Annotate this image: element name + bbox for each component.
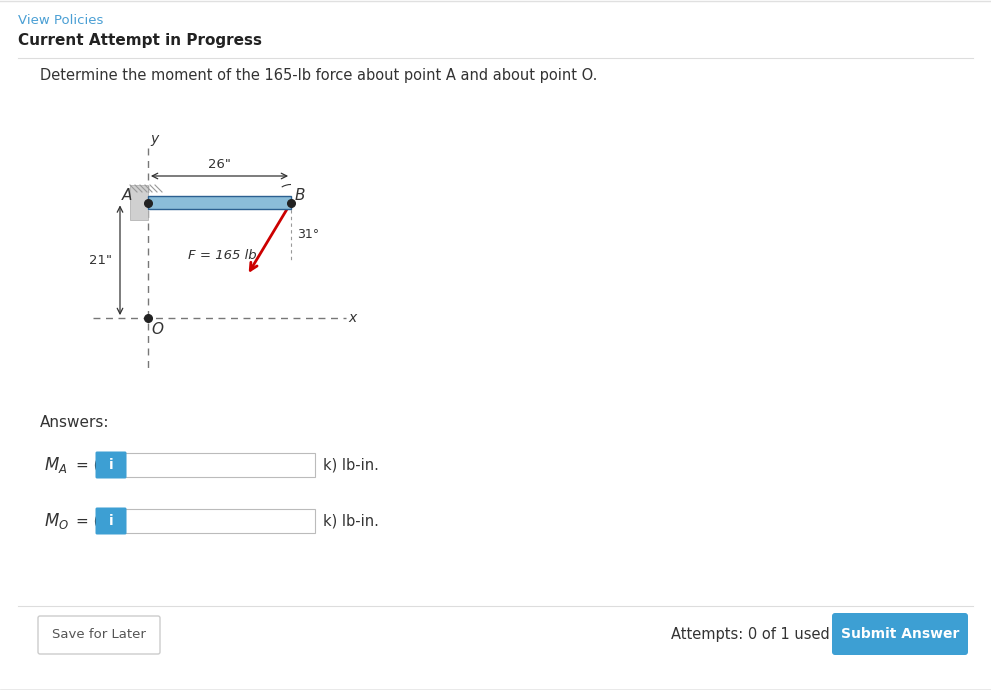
Bar (125, 453, 315, 477)
Text: y: y (150, 132, 159, 146)
Text: Attempts: 0 of 1 used: Attempts: 0 of 1 used (671, 627, 830, 642)
Text: 21": 21" (89, 254, 112, 267)
Text: 26": 26" (208, 158, 231, 171)
Text: $M_A$: $M_A$ (44, 455, 67, 475)
FancyBboxPatch shape (832, 613, 968, 655)
Text: Current Attempt in Progress: Current Attempt in Progress (18, 33, 262, 48)
FancyBboxPatch shape (95, 508, 127, 535)
Text: B: B (295, 188, 305, 204)
FancyBboxPatch shape (95, 451, 127, 478)
Text: 31°: 31° (297, 228, 319, 242)
Text: = (: = ( (76, 513, 99, 529)
Text: i: i (109, 514, 113, 528)
Text: k) lb-in.: k) lb-in. (323, 513, 379, 529)
Text: Submit Answer: Submit Answer (840, 627, 959, 641)
Bar (148, 196, 291, 209)
Text: A: A (122, 188, 132, 204)
Text: = (: = ( (76, 457, 99, 473)
Bar (125, 509, 315, 533)
Text: $M_O$: $M_O$ (44, 511, 69, 531)
Text: View Policies: View Policies (18, 14, 103, 27)
Text: Save for Later: Save for Later (53, 629, 146, 642)
Text: x: x (348, 311, 356, 325)
Bar (130, 185, 148, 220)
Text: k) lb-in.: k) lb-in. (323, 457, 379, 473)
Text: O: O (151, 322, 163, 337)
Text: i: i (109, 458, 113, 472)
FancyBboxPatch shape (38, 616, 160, 654)
Text: Determine the moment of the 165-lb force about point A and about point O.: Determine the moment of the 165-lb force… (40, 68, 598, 83)
Text: F = 165 lb: F = 165 lb (188, 249, 257, 262)
Text: Answers:: Answers: (40, 415, 109, 430)
